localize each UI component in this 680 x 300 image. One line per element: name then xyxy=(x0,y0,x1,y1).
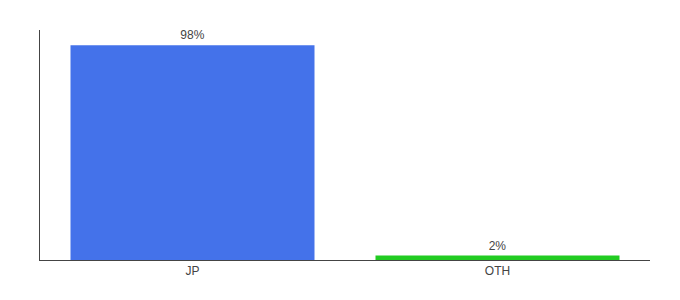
svg-text:OTH: OTH xyxy=(485,264,510,278)
svg-text:JP: JP xyxy=(185,264,199,278)
svg-text:2%: 2% xyxy=(489,239,507,253)
svg-text:98%: 98% xyxy=(180,28,204,42)
